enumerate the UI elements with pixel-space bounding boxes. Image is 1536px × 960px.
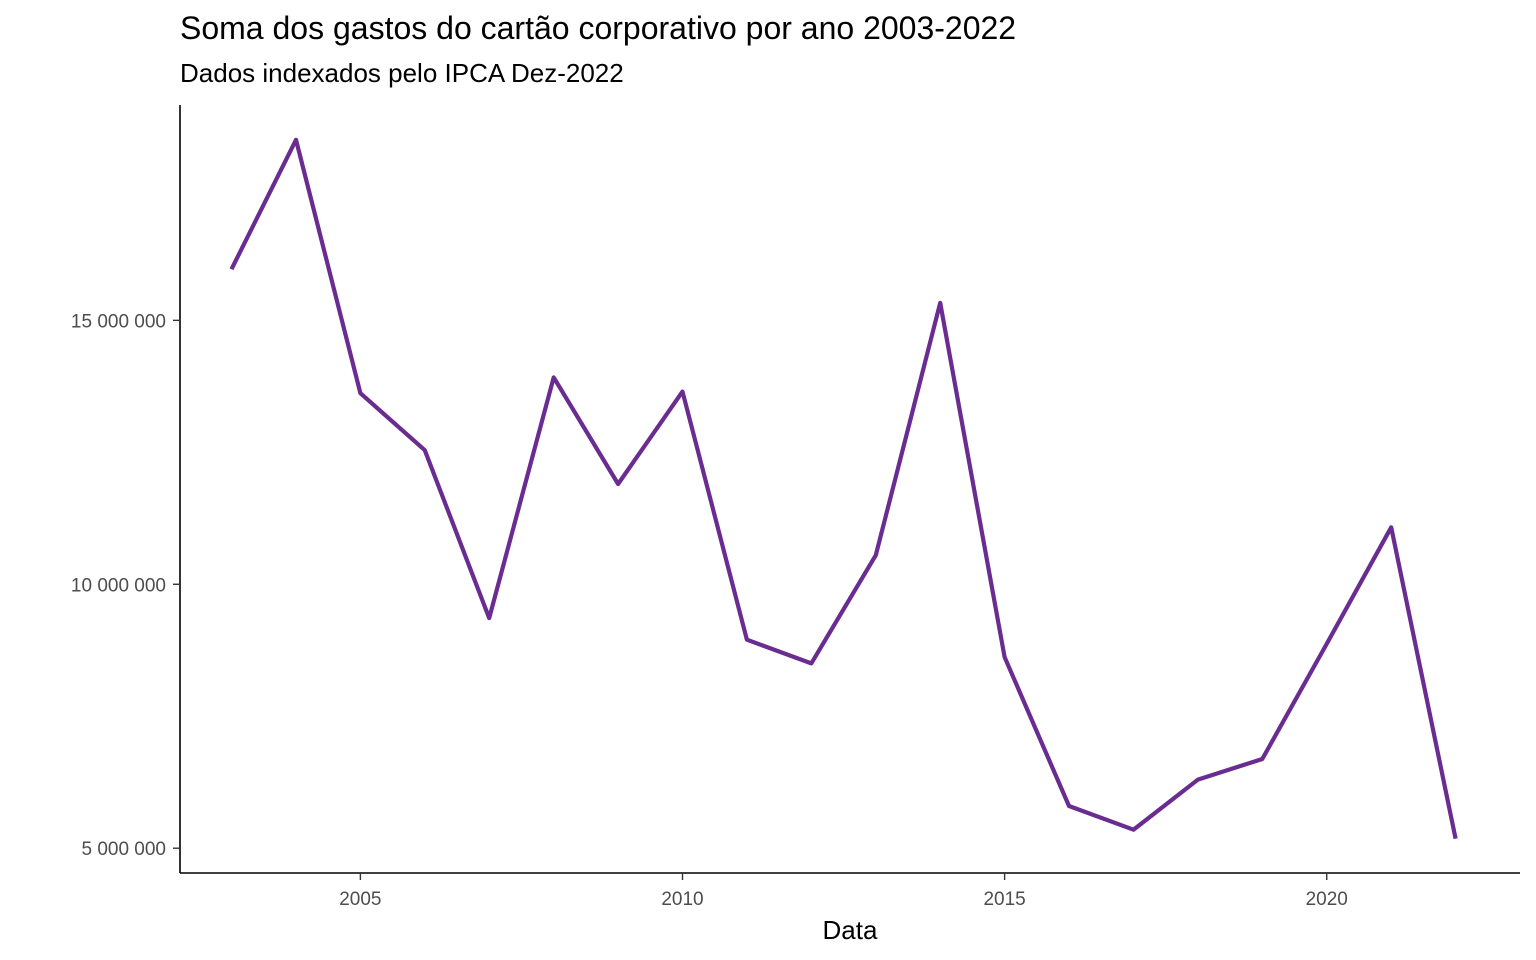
x-tick-label: 2010 [661,889,703,910]
x-tick-label: 2005 [339,889,381,910]
y-axis-ticks: 5 000 000 10 000 000 15 000 000 [71,311,180,860]
y-tick-label: 15 000 000 [71,311,166,332]
x-axis-title: Data [823,915,878,945]
y-tick-label: 10 000 000 [71,575,166,596]
chart-title: Soma dos gastos do cartão corporativo po… [180,10,1017,46]
chart-subtitle: Dados indexados pelo IPCA Dez-2022 [180,58,624,88]
series-group [229,137,1458,840]
x-axis-ticks: 2005 2010 2015 2020 [339,873,1348,910]
axes [179,105,1520,874]
x-tick-label: 2020 [1306,889,1348,910]
x-tick-label: 2015 [983,889,1025,910]
series-line [229,137,1458,840]
y-tick-label: 5 000 000 [81,839,166,860]
